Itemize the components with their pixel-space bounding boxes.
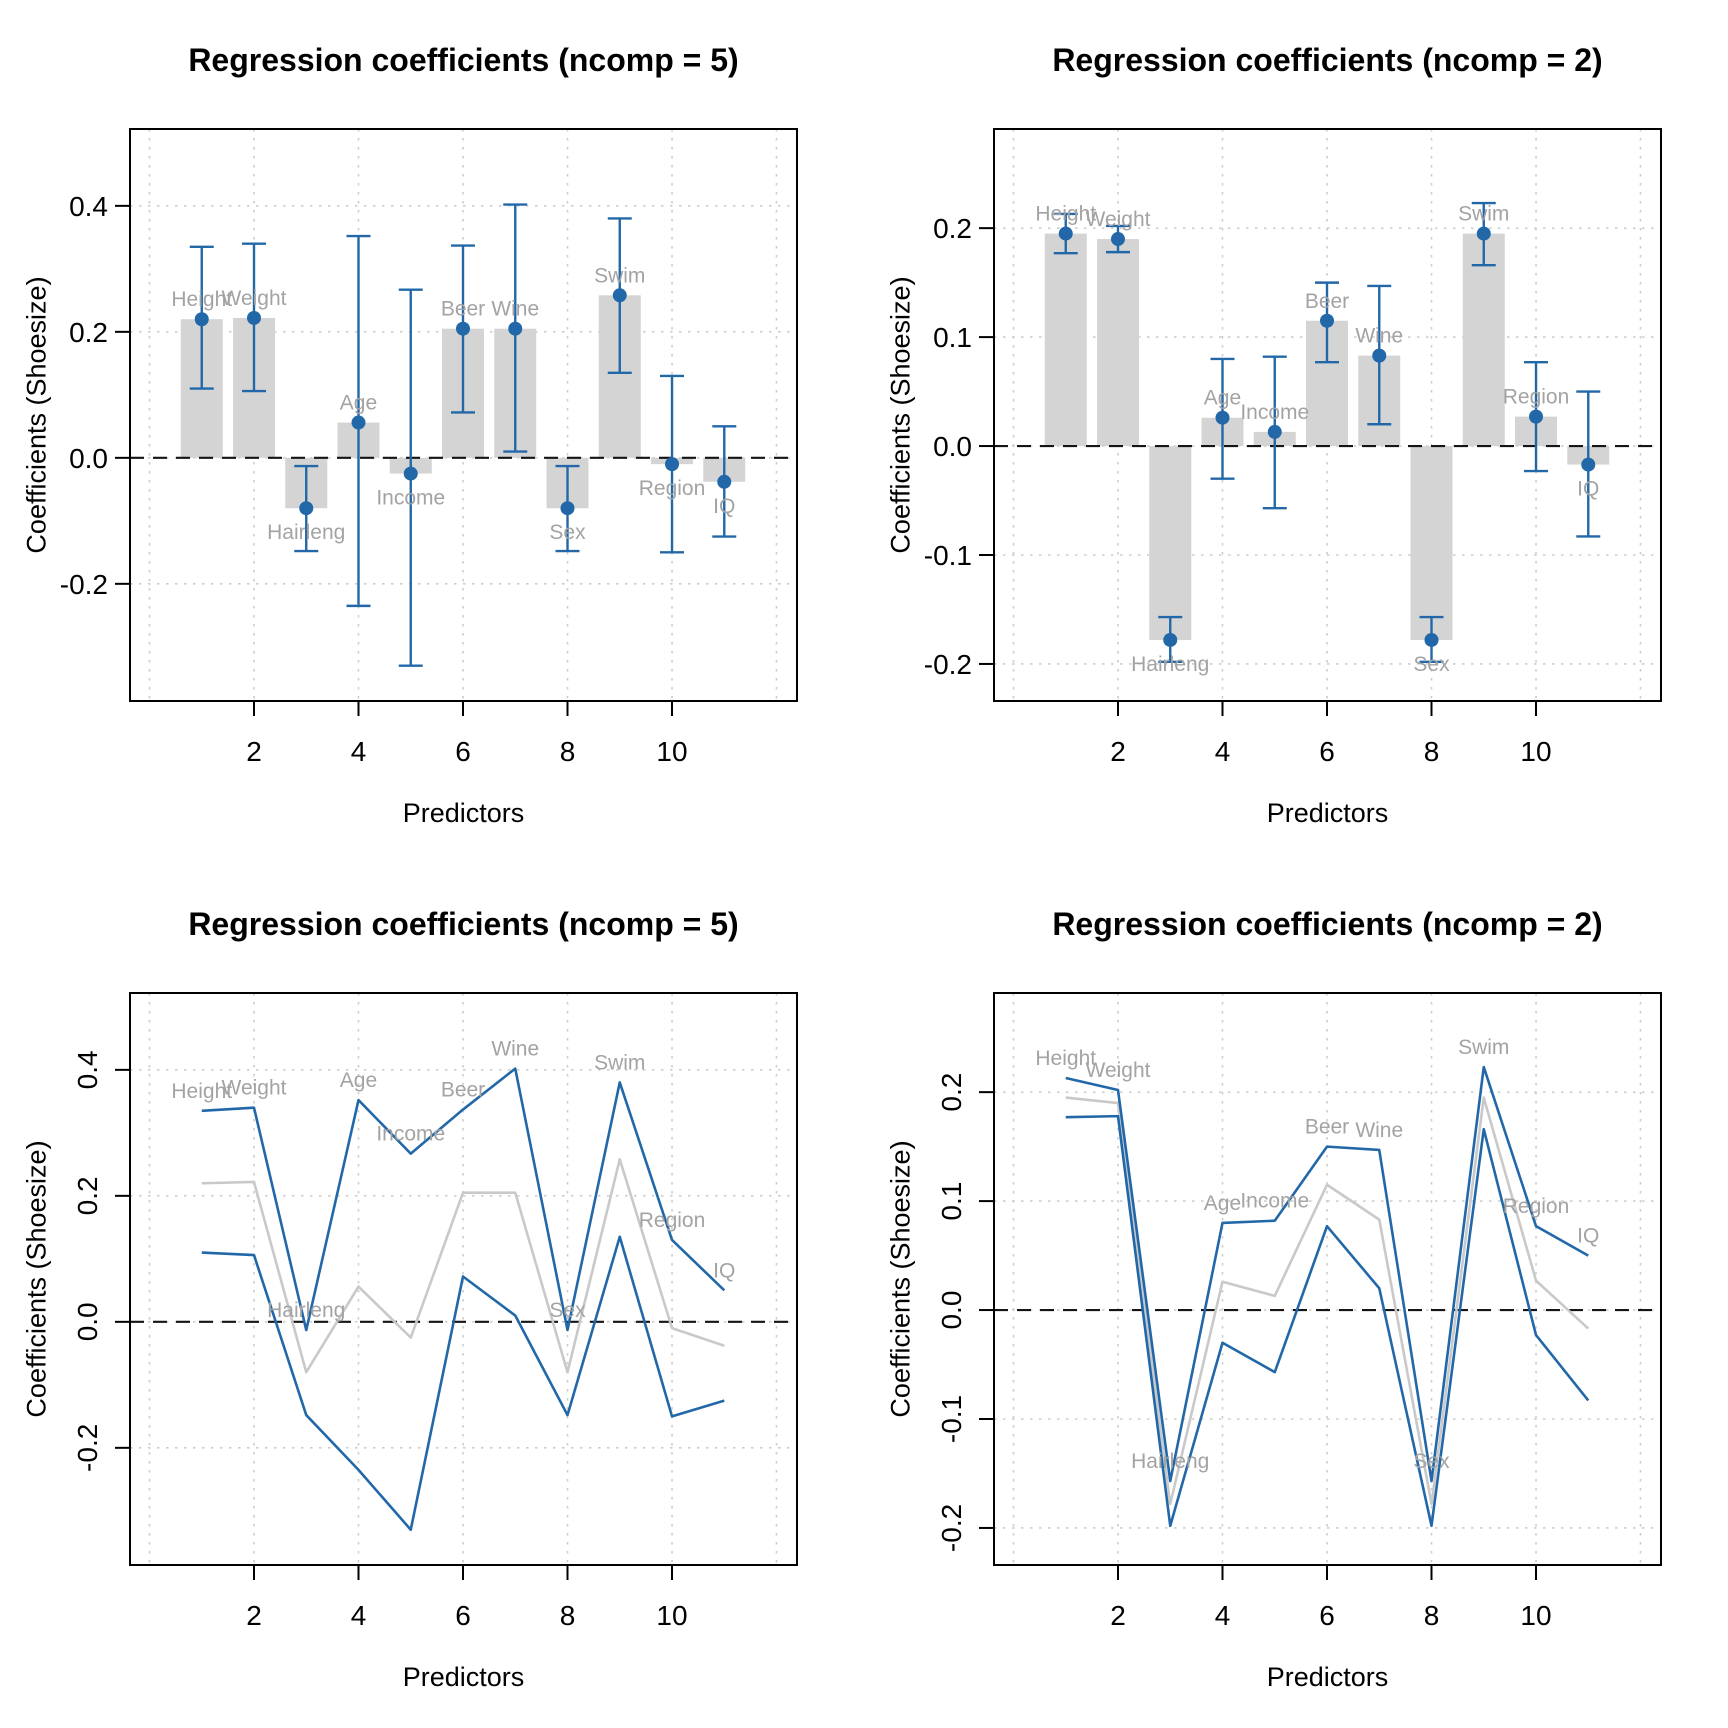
- predictor-label: Beer: [441, 1079, 485, 1102]
- panel-title: Regression coefficients (ncomp = 2): [1052, 42, 1603, 78]
- x-tick-label: 2: [1110, 736, 1126, 767]
- predictor-label: Swim: [1458, 203, 1509, 226]
- y-tick-label: 0.2: [72, 1176, 103, 1215]
- predictor-label: IQ: [713, 495, 735, 518]
- predictor-label: IQ: [1577, 1225, 1599, 1248]
- x-axis-label: Predictors: [402, 1662, 525, 1692]
- y-tick-label: -0.2: [936, 1504, 967, 1552]
- predictor-label: Region: [1503, 386, 1570, 409]
- predictor-label: Beer: [441, 298, 485, 321]
- predictor-label: IQ: [1577, 478, 1599, 501]
- x-tick-label: 4: [351, 1600, 367, 1631]
- x-tick-label: 6: [1319, 736, 1335, 767]
- predictor-label: Income: [376, 487, 445, 510]
- predictor-label: Wine: [491, 298, 539, 321]
- predictor-label: Age: [340, 392, 377, 415]
- predictor-label: Hairleng: [1131, 1450, 1209, 1473]
- predictor-label: Height: [1035, 203, 1096, 226]
- predictor-label: Swim: [1458, 1036, 1509, 1059]
- predictor-label: Height: [171, 1080, 232, 1103]
- x-tick-label: 8: [560, 736, 576, 767]
- x-tick-label: 10: [656, 1600, 687, 1631]
- x-tick-label: 8: [560, 1600, 576, 1631]
- predictor-label: Sex: [1413, 653, 1450, 676]
- predictor-label: Age: [340, 1069, 377, 1092]
- predictor-label: Wine: [1355, 325, 1403, 348]
- y-tick-label: 0.2: [933, 213, 972, 244]
- y-tick-label: -0.2: [72, 1424, 103, 1472]
- predictor-label: Region: [1503, 1195, 1570, 1218]
- panel-title: Regression coefficients (ncomp = 5): [188, 42, 739, 78]
- x-tick-label: 6: [455, 736, 471, 767]
- panel-bottom-left-line-ncomp5: Regression coefficients (ncomp = 5) Coef…: [0, 864, 864, 1728]
- x-tick-label: 2: [246, 1600, 262, 1631]
- predictor-label: Swim: [594, 1051, 645, 1074]
- x-tick-label: 10: [656, 736, 687, 767]
- predictor-label: Hairleng: [267, 521, 345, 544]
- predictor-label: Wine: [491, 1038, 539, 1061]
- x-tick-label: 10: [1520, 1600, 1551, 1631]
- predictor-label: Weight: [1086, 208, 1151, 231]
- predictor-label: Hairleng: [267, 1299, 345, 1322]
- y-tick-label: 0.0: [936, 1291, 967, 1330]
- x-tick-label: 4: [1215, 1600, 1231, 1631]
- x-tick-label: 2: [246, 736, 262, 767]
- predictor-label: Weight: [222, 1077, 287, 1100]
- x-tick-label: 10: [1520, 736, 1551, 767]
- predictor-label: IQ: [713, 1259, 735, 1282]
- x-tick-label: 4: [351, 736, 367, 767]
- predictor-label: Sex: [549, 1299, 586, 1322]
- x-tick-label: 2: [1110, 1600, 1126, 1631]
- predictor-label: Age: [1204, 387, 1241, 410]
- x-tick-label: 4: [1215, 736, 1231, 767]
- x-tick-label: 8: [1424, 736, 1440, 767]
- predictor-label: Region: [639, 1209, 706, 1232]
- predictor-label: Beer: [1305, 1116, 1349, 1139]
- y-tick-label: 0.1: [936, 1182, 967, 1221]
- predictor-label: Height: [1035, 1047, 1096, 1070]
- panel-title: Regression coefficients (ncomp = 2): [1052, 906, 1603, 942]
- panel-bottom-right-line-ncomp2: Regression coefficients (ncomp = 2) Coef…: [864, 864, 1728, 1728]
- x-axis-label: Predictors: [1266, 798, 1389, 828]
- predictor-label: Hairleng: [1131, 653, 1209, 676]
- panel-top-left-bar-ncomp5: Regression coefficients (ncomp = 5) Coef…: [0, 0, 864, 864]
- predictor-label: Weight: [1086, 1059, 1151, 1082]
- x-axis-label: Predictors: [1266, 1662, 1389, 1692]
- y-tick-label: -0.1: [924, 540, 972, 571]
- y-tick-label: 0.0: [69, 443, 108, 474]
- x-tick-label: 6: [1319, 1600, 1335, 1631]
- predictor-label: Weight: [222, 287, 287, 310]
- predictor-label: Sex: [549, 521, 586, 544]
- predictor-label: Wine: [1355, 1119, 1403, 1142]
- y-tick-label: -0.2: [60, 569, 108, 600]
- y-tick-label: 0.1: [933, 322, 972, 353]
- y-tick-label: 0.2: [936, 1073, 967, 1112]
- predictor-label: Region: [639, 477, 706, 500]
- y-tick-label: -0.2: [924, 649, 972, 680]
- panel-title: Regression coefficients (ncomp = 5): [188, 906, 739, 942]
- y-tick-label: 0.4: [69, 191, 108, 222]
- predictor-label: Income: [376, 1123, 445, 1146]
- x-tick-label: 8: [1424, 1600, 1440, 1631]
- y-tick-label: 0.0: [72, 1302, 103, 1341]
- predictor-label: Income: [1240, 1190, 1309, 1213]
- predictor-label: Swim: [594, 264, 645, 287]
- predictor-label: Height: [171, 288, 232, 311]
- y-tick-label: 0.4: [72, 1050, 103, 1089]
- predictor-label: Age: [1204, 1192, 1241, 1215]
- y-tick-label: -0.1: [936, 1395, 967, 1443]
- predictor-label: Sex: [1413, 1450, 1450, 1473]
- x-tick-label: 6: [455, 1600, 471, 1631]
- panel-top-right-bar-ncomp2: Regression coefficients (ncomp = 2) Coef…: [864, 0, 1728, 864]
- x-axis-label: Predictors: [402, 798, 525, 828]
- y-tick-label: 0.0: [933, 431, 972, 462]
- y-tick-label: 0.2: [69, 317, 108, 348]
- predictor-label: Beer: [1305, 290, 1349, 313]
- predictor-label: Income: [1240, 401, 1309, 424]
